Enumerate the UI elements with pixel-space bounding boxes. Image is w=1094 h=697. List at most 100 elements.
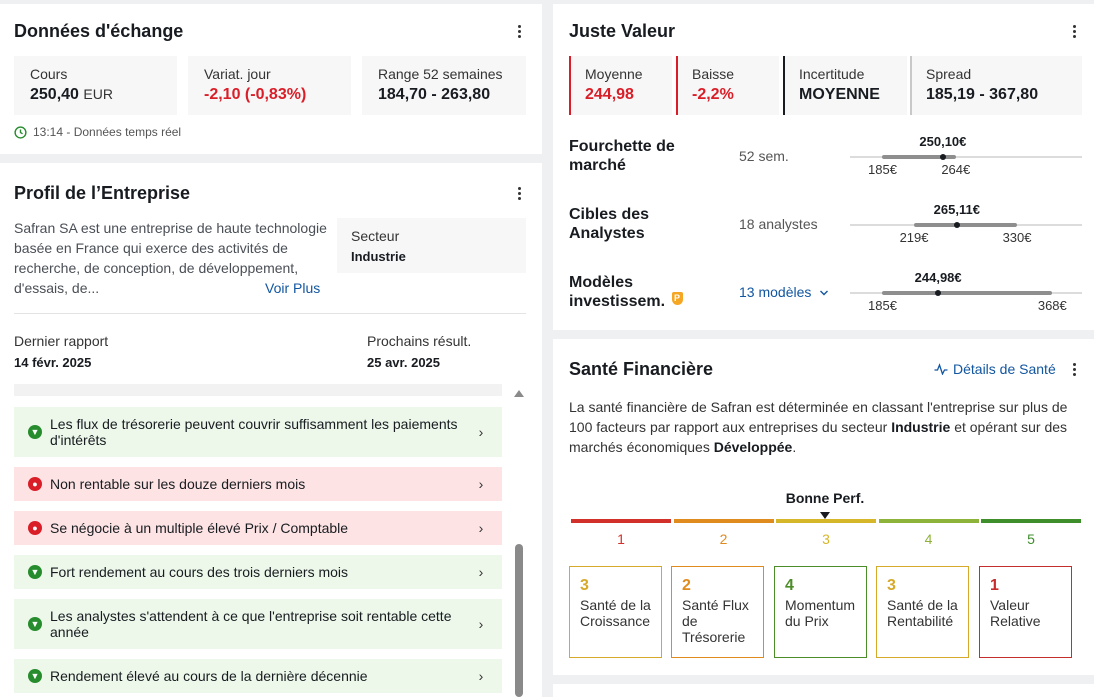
pro-badge-icon: P (671, 292, 683, 305)
health-card-label: Santé de la Rentabilité (887, 597, 958, 629)
exchange-more-icon[interactable] (511, 22, 527, 40)
spread-label: Spread (926, 66, 972, 82)
fair-value-more-icon[interactable] (1066, 22, 1082, 40)
clock-icon (14, 125, 27, 139)
current-value-label: 265,11€ (933, 202, 980, 217)
baisse-value: -2,2% (692, 86, 734, 103)
health-details-link[interactable]: Détails de Santé (934, 361, 1056, 377)
health-card[interactable]: 2 Santé Flux de Trésorerie (671, 566, 764, 658)
fair-value-title: Juste Valeur (569, 21, 676, 41)
baisse-box: Baisse -2,2% (676, 56, 779, 115)
scale-number: 1 (617, 531, 625, 547)
bull-icon: ▼ (28, 669, 42, 683)
next-panel (553, 684, 1094, 697)
sector-box: Secteur Industrie (337, 218, 526, 273)
chevron-right-icon: › (478, 668, 484, 684)
last-report-label: Dernier rapport (14, 333, 109, 349)
variation-label: Variat. jour (204, 66, 271, 82)
scale-segment-2 (673, 519, 774, 523)
health-description: La santé financière de Safran est déterm… (569, 399, 1068, 455)
health-more-icon[interactable] (1066, 360, 1082, 378)
health-card-label: Santé Flux de Trésorerie (682, 597, 749, 645)
realtime-text: 13:14 - Données temps réel (33, 125, 182, 139)
baisse-label: Baisse (692, 66, 735, 82)
exchange-title: Données d'échange (14, 21, 184, 41)
insight-text: Les analystes s'attendent à ce que l'ent… (50, 608, 452, 640)
health-title: Santé Financière (569, 359, 714, 379)
market-range-label: Fourchette de marché (569, 138, 675, 174)
pulse-icon (934, 363, 948, 375)
scroll-up-arrow[interactable] (514, 390, 524, 397)
low-value-label: 185€ (868, 162, 897, 177)
insight-item-5[interactable]: ▼ Rendement élevé au cours de la dernièr… (14, 659, 502, 693)
insights-list[interactable] (0, 384, 542, 697)
scale-number: 2 (719, 531, 728, 547)
scrollbar-thumb[interactable] (515, 544, 523, 697)
moyenne-box: Moyenne 244,98 (569, 56, 672, 115)
spread-value: 185,19 - 367,80 (926, 86, 1039, 103)
health-card[interactable]: 3 Santé de la Rentabilité (876, 566, 969, 658)
cours-label: Cours (30, 66, 68, 82)
scrollbar[interactable] (514, 388, 524, 697)
health-card[interactable]: 3 Santé de la Croissance (569, 566, 662, 658)
analyst-targets-sub: 18 analystes (739, 216, 818, 232)
insight-item-1[interactable]: ● Non rentable sur les douze derniers mo… (14, 467, 502, 501)
last-report-value: 14 févr. 2025 (14, 355, 92, 370)
insight-text: Les flux de trésorerie peuvent couvrir s… (50, 416, 458, 448)
scale-number: 5 (1027, 531, 1035, 547)
variation-value: -2,10 (-0,83%) (204, 86, 307, 103)
incertitude-label: Incertitude (799, 66, 865, 82)
bull-icon: ▼ (28, 565, 42, 579)
chevron-right-icon: › (478, 564, 484, 580)
incertitude-box: Incertitude MOYENNE (783, 56, 907, 115)
health-card[interactable]: 4 Momentum du Prix (774, 566, 867, 658)
high-value-label: 264€ (941, 162, 971, 177)
sector-value: Industrie (351, 249, 406, 264)
company-description: Safran SA est une entreprise de haute te… (14, 220, 327, 296)
range-bar (882, 291, 1053, 295)
insight-text: Rendement élevé au cours de la dernière … (50, 668, 368, 684)
health-card-score: 3 (887, 577, 896, 594)
scale-segment-5 (981, 519, 1081, 523)
scale-number: 4 (924, 531, 933, 547)
health-card-score: 1 (990, 577, 999, 594)
rating-label: Bonne Perf. (785, 490, 865, 506)
divider (14, 313, 526, 314)
range-label: Range 52 semaines (378, 66, 503, 82)
range-box: Range 52 semaines 184,70 - 263,80 (362, 56, 526, 115)
high-value-label: 330€ (1002, 230, 1032, 245)
insight-item-0[interactable]: ▼ Les flux de trésorerie peuvent couvrir… (14, 407, 502, 457)
current-marker (953, 222, 960, 228)
scale-segment-3 (776, 519, 876, 523)
insight-text: Se négocie à un multiple élevé Prix / Co… (50, 520, 349, 536)
see-more-link[interactable]: Voir Plus (265, 280, 321, 296)
current-marker (935, 290, 942, 296)
profile-title: Profil de l’Entreprise (14, 183, 191, 203)
bull-icon: ▼ (28, 425, 42, 439)
scale-segment-4 (878, 519, 979, 523)
profile-more-icon[interactable] (511, 184, 527, 202)
health-card-label: Momentum du Prix (785, 597, 856, 629)
insight-text: Fort rendement au cours des trois dernie… (50, 564, 349, 580)
chevron-right-icon: › (478, 476, 484, 492)
insight-text: Non rentable sur les douze derniers mois (50, 476, 306, 492)
chevron-down-icon (820, 290, 829, 296)
current-marker (939, 154, 946, 160)
moyenne-label: Moyenne (585, 66, 643, 82)
incertitude-value: MOYENNE (799, 86, 880, 103)
insight-item-2[interactable]: ● Se négocie à un multiple élevé Prix / … (14, 511, 502, 545)
last-report: Dernier rapport 14 févr. 2025 (14, 333, 108, 370)
scale-segment-1 (571, 519, 671, 523)
bear-icon: ● (28, 521, 42, 535)
moyenne-value: 244,98 (585, 86, 634, 103)
health-card-score: 4 (785, 577, 794, 594)
insight-item-4[interactable]: ▼ Les analystes s'attendent à ce que l'e… (14, 599, 502, 649)
health-card-label: Valeur Relative (990, 597, 1041, 629)
market-range-sub: 52 sem. (739, 148, 789, 164)
cours-value: 250,40 EUR (30, 86, 113, 103)
chevron-right-icon: › (478, 616, 484, 632)
models-dropdown[interactable]: 13 modèles (739, 284, 829, 300)
chevron-right-icon: › (478, 424, 484, 440)
health-card[interactable]: 1 Valeur Relative (979, 566, 1072, 658)
insight-item-3[interactable]: ▼ Fort rendement au cours des trois dern… (14, 555, 502, 589)
